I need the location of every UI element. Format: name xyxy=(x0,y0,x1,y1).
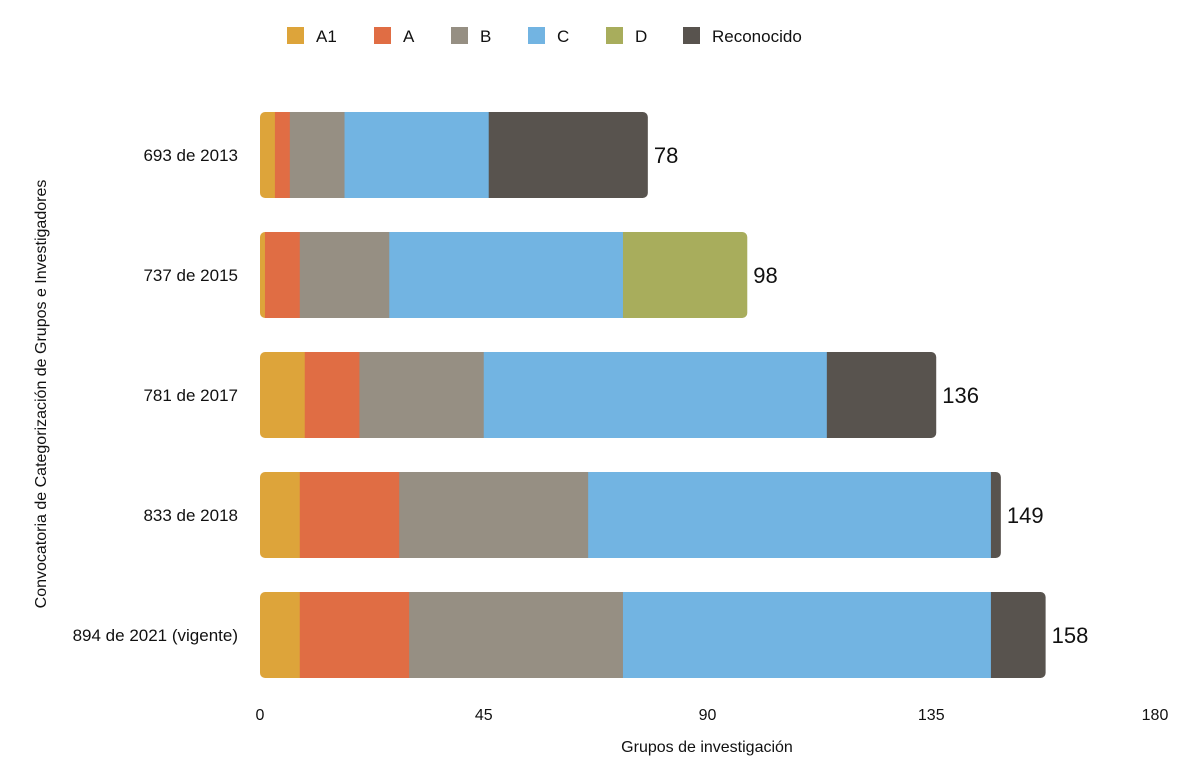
bar-segment-c xyxy=(483,352,828,438)
legend-swatch-a xyxy=(374,27,391,44)
legend-label-a1: A1 xyxy=(316,27,337,46)
legend-swatch-a1 xyxy=(287,27,304,44)
bar-segment-d xyxy=(622,232,748,318)
bar-segment-b xyxy=(409,592,624,678)
x-tick-label: 135 xyxy=(918,707,945,724)
category-label: 833 de 2018 xyxy=(143,506,238,525)
total-labels: 78 98 136 149 158 xyxy=(654,143,1088,648)
legend-label-b: B xyxy=(480,27,491,46)
legend-label-d: D xyxy=(635,27,647,46)
x-tick-label: 45 xyxy=(475,707,493,724)
category-label: 894 de 2021 (vigente) xyxy=(73,626,238,645)
bar-segment-b xyxy=(299,232,390,318)
bar-segment-a1 xyxy=(260,592,301,678)
bar-area xyxy=(260,112,1046,678)
bar-segment-a xyxy=(264,232,301,318)
bar-693-de-2013 xyxy=(260,112,648,198)
category-label: 737 de 2015 xyxy=(143,266,238,285)
bar-segment-reconocido xyxy=(488,112,648,198)
x-axis-ticks: 0 45 90 135 180 xyxy=(256,707,1169,724)
y-axis-label: Convocatoria de Categorización de Grupos… xyxy=(33,180,50,609)
legend-label-a: A xyxy=(403,27,415,46)
category-label: 781 de 2017 xyxy=(143,386,238,405)
bar-segment-a1 xyxy=(260,472,301,558)
bar-segment-a1 xyxy=(260,352,306,438)
bar-segment-reconocido xyxy=(990,472,1001,558)
bar-segment-a xyxy=(299,472,400,558)
total-value-label: 136 xyxy=(942,383,979,408)
bar-833-de-2018 xyxy=(260,472,1001,558)
legend-swatch-b xyxy=(451,27,468,44)
legend-label-reconocido: Reconocido xyxy=(712,27,802,46)
category-label: 693 de 2013 xyxy=(143,146,238,165)
bar-segment-a xyxy=(304,352,360,438)
legend-swatch-d xyxy=(606,27,623,44)
bar-segment-c xyxy=(389,232,624,318)
x-tick-label: 0 xyxy=(256,707,265,724)
bar-segment-b xyxy=(359,352,485,438)
bar-segment-a xyxy=(299,592,410,678)
x-tick-label: 90 xyxy=(699,707,717,724)
bar-segment-a1 xyxy=(260,232,266,318)
legend-swatch-c xyxy=(528,27,545,44)
bar-894-de-2021-vigente xyxy=(260,592,1046,678)
legend-swatch-reconocido xyxy=(683,27,700,44)
x-tick-label: 180 xyxy=(1142,707,1169,724)
bar-737-de-2015 xyxy=(260,232,748,318)
bar-segment-b xyxy=(399,472,589,558)
chart-legend: A1 A B C D Reconocido xyxy=(287,27,802,46)
bar-segment-c xyxy=(622,592,992,678)
total-value-label: 149 xyxy=(1007,503,1044,528)
bar-segment-a xyxy=(274,112,291,198)
bar-segment-a1 xyxy=(260,112,276,198)
total-value-label: 78 xyxy=(654,143,678,168)
bar-segment-reconocido xyxy=(826,352,937,438)
legend-label-c: C xyxy=(557,27,569,46)
bar-781-de-2017 xyxy=(260,352,937,438)
category-labels: 693 de 2013 737 de 2015 781 de 2017 833 de … xyxy=(73,146,238,645)
bar-segment-reconocido xyxy=(990,592,1046,678)
total-value-label: 98 xyxy=(753,263,777,288)
x-axis-label: Grupos de investigación xyxy=(621,739,793,756)
bar-segment-c xyxy=(344,112,490,198)
bar-segment-b xyxy=(289,112,346,198)
total-value-label: 158 xyxy=(1052,623,1089,648)
bar-segment-c xyxy=(588,472,992,558)
